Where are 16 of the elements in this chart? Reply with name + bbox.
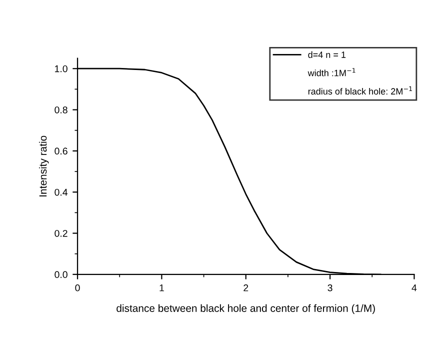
- y-tick-label: 0.8: [54, 106, 68, 114]
- annotation: radius of black hole: 2M$^{−1}$: [308, 86, 412, 95]
- x-tick-label: 1: [160, 284, 164, 292]
- y-tick-label: 1.0: [55, 65, 68, 72]
- y-tick-label: 0.0: [54, 271, 68, 278]
- x-tick-label: 4: [412, 284, 417, 292]
- y-axis-title: Intensity ratio: [39, 136, 49, 196]
- legend-label: d=4 n = 1: [308, 51, 346, 58]
- y-tick-label: 0.4: [54, 188, 68, 196]
- y-tick-label: 0.6: [54, 148, 68, 155]
- x-axis-title: distance between black hole and center of fermion (1/M): [116, 304, 375, 314]
- x-tick-label: 3: [328, 284, 332, 292]
- y-tick-label: 0.2: [54, 230, 68, 237]
- annotation: width :1M$^{−1}$: [308, 68, 356, 76]
- x-tick-label: 2: [244, 284, 248, 292]
- x-tick-label: 0: [75, 284, 80, 292]
